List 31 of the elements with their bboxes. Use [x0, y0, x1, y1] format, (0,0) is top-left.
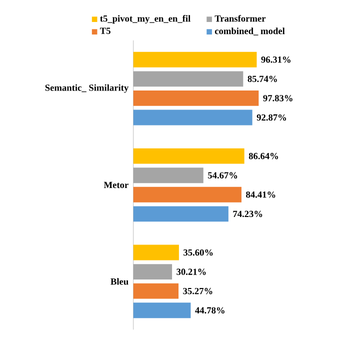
legend-label: T5 — [100, 28, 110, 34]
legend-label: Transformer — [214, 15, 266, 22]
data-label: 44.78% — [195, 307, 224, 314]
data-label: 35.60% — [184, 249, 213, 256]
bar — [133, 52, 257, 68]
legend-label: t5_pivot_my_en_en_fil — [100, 15, 190, 24]
bar — [133, 186, 242, 202]
data-label: 74.23% — [233, 210, 262, 218]
bar — [133, 264, 172, 280]
bar — [133, 244, 179, 260]
data-label: 30.21% — [176, 268, 206, 275]
data-label: 85.74% — [248, 76, 277, 82]
bar — [133, 110, 252, 126]
bar — [133, 71, 244, 87]
data-label: 84.41% — [246, 191, 276, 198]
y-tick-label: Semantic_ Similarity — [45, 84, 129, 93]
bar — [133, 168, 204, 184]
y-tick-label: Bleu — [110, 278, 128, 285]
data-label: 96.31% — [261, 56, 290, 63]
data-label: 54.67% — [208, 172, 238, 179]
data-label: 97.83% — [263, 95, 292, 102]
y-tick-label: Metor — [104, 182, 128, 188]
legend-label: combined_ model — [214, 28, 285, 36]
bar — [133, 283, 179, 299]
bar — [133, 206, 228, 222]
data-label: 35.27% — [183, 288, 212, 294]
data-label: 92.87% — [256, 114, 286, 121]
bar — [133, 90, 259, 106]
data-label: 86.64% — [248, 152, 278, 160]
bar — [133, 302, 191, 318]
bar — [133, 148, 244, 164]
